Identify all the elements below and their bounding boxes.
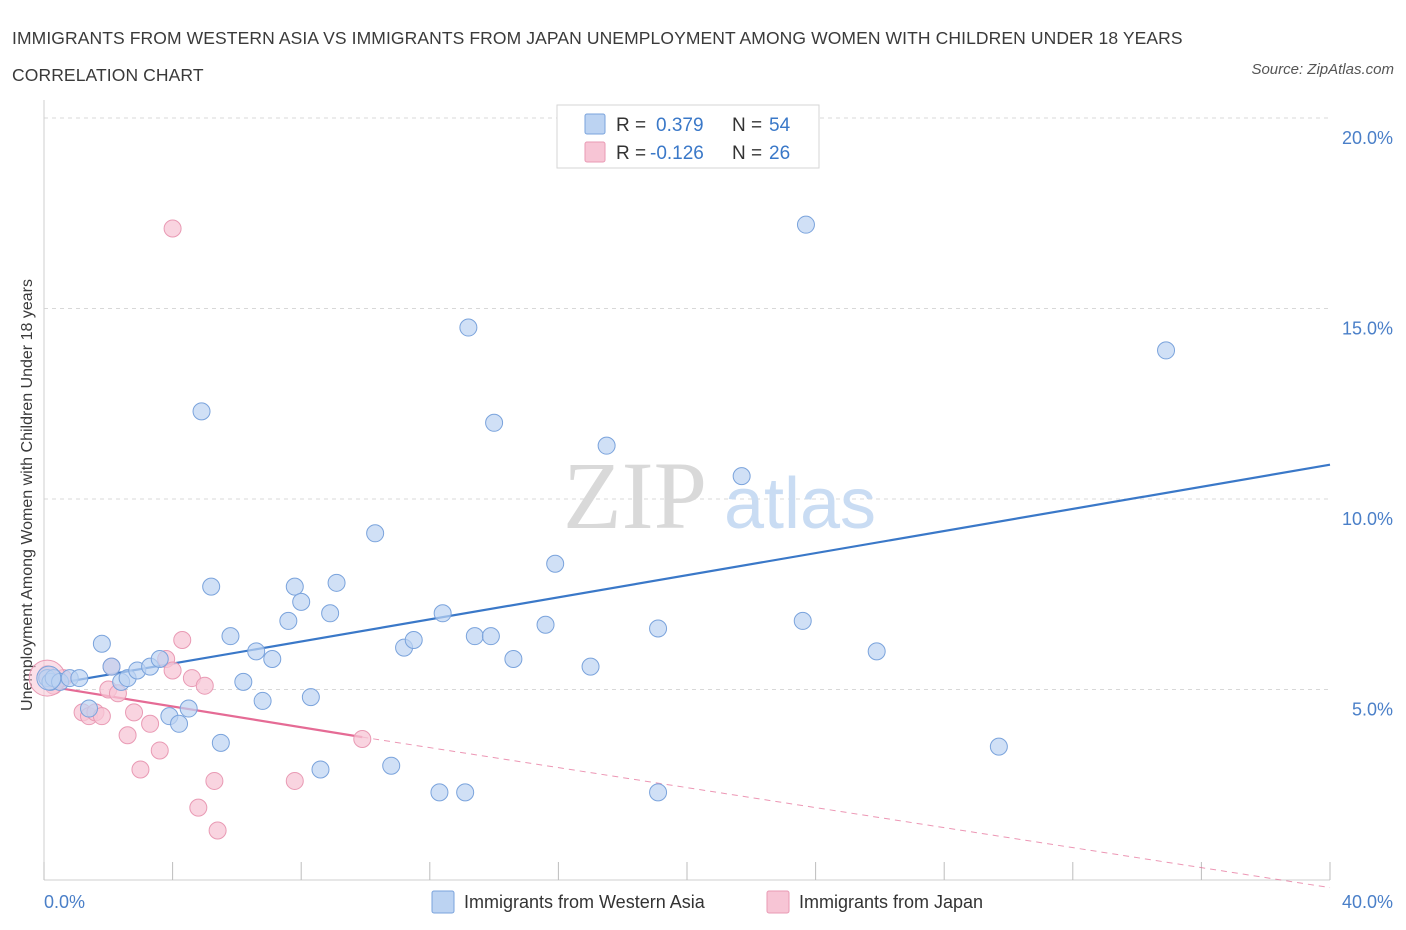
point-japan [208,821,227,840]
point-western-asia [989,737,1008,756]
point-western-asia [279,611,298,630]
series-legend-swatch-western-asia [431,890,455,914]
chart-title: IMMIGRANTS FROM WESTERN ASIA VS IMMIGRAN… [12,28,1183,85]
watermark-zip: ZIP [563,442,707,549]
y-tick-label: 20.0% [1342,128,1393,148]
legend-swatch-western-asia [584,113,606,135]
point-western-asia [581,657,600,676]
trend-line-japan [43,684,363,739]
x-tick-label-max: 40.0% [1342,892,1393,912]
watermark: ZIP atlas [563,442,876,549]
point-western-asia [504,650,523,669]
point-western-asia [311,760,330,779]
point-western-asia-cluster [36,665,62,691]
point-western-asia [150,650,169,669]
point-western-asia [221,627,240,646]
legend-n-label-1: N = [732,115,762,136]
point-western-asia [430,783,449,802]
point-japan [125,703,144,722]
point-western-asia [793,611,812,630]
point-japan [205,771,224,790]
series-legend-label-western-asia: Immigrants from Western Asia [464,892,706,912]
y-tick-label: 15.0% [1342,319,1393,339]
point-western-asia [92,634,111,653]
point-western-asia [202,577,221,596]
point-western-asia [179,699,198,718]
point-japan [131,760,150,779]
point-western-asia [867,642,886,661]
correlation-legend: R = 0.379 N = 54 R = -0.126 N = 26 [556,104,820,169]
y-tick-label: 10.0% [1342,509,1393,529]
point-western-asia [234,672,253,691]
point-western-asia [465,627,484,646]
point-western-asia [1157,341,1176,360]
point-western-asia [649,619,668,638]
point-western-asia [649,783,668,802]
point-western-asia [366,524,385,543]
point-japan [189,798,208,817]
point-western-asia [80,699,99,718]
legend-n-value-1: 54 [769,115,791,136]
point-japan [353,730,372,749]
point-western-asia [485,413,504,432]
legend-n-label-2: N = [732,143,762,164]
series-legend-label-japan: Immigrants from Japan [799,892,983,912]
point-japan [118,726,137,745]
y-tick-labels: 5.0% 10.0% 15.0% 20.0% [1342,128,1393,720]
legend-n-value-2: 26 [769,143,790,164]
legend-r-value-1: 0.379 [656,115,704,136]
trend-line-japan-extension [362,736,1331,889]
point-western-asia [247,642,266,661]
legend-r-label-1: R = [616,115,646,136]
point-western-asia [382,756,401,775]
point-western-asia [546,554,565,573]
point-western-asia [459,318,478,337]
point-western-asia [263,650,282,669]
point-japan [141,714,160,733]
point-western-asia [404,630,423,649]
point-western-asia [327,573,346,592]
point-western-asia [253,691,272,710]
series-japan-points [28,219,372,840]
point-western-asia [70,669,89,688]
series-western-asia-points [36,215,1176,802]
source-credit: Source: ZipAtlas.com [1251,61,1394,78]
point-western-asia [536,615,555,634]
point-western-asia [301,688,320,707]
point-japan [195,676,214,695]
point-western-asia [211,733,230,752]
point-western-asia [456,783,475,802]
legend-r-value-2: -0.126 [650,143,704,164]
point-western-asia [433,604,452,623]
x-axis-ticks [43,862,1331,880]
x-tick-label-min: 0.0% [44,892,85,912]
legend-r-label-2: R = [616,143,646,164]
legend-swatch-japan [584,141,606,163]
point-western-asia [321,604,340,623]
point-japan [285,771,304,790]
point-japan [150,741,169,760]
point-western-asia [732,467,751,486]
point-western-asia [597,436,616,455]
point-western-asia [170,714,189,733]
point-western-asia [192,402,211,421]
point-japan [173,630,192,649]
point-western-asia [285,577,304,596]
series-legend: Immigrants from Western Asia Immigrants … [431,890,983,914]
y-tick-label: 5.0% [1352,700,1393,720]
point-western-asia [796,215,815,234]
point-japan [163,661,182,680]
point-western-asia [481,627,500,646]
point-japan [163,219,182,238]
point-western-asia [102,657,121,676]
gridlines [44,117,1330,690]
series-legend-swatch-japan [766,890,790,914]
point-western-asia [292,592,311,611]
